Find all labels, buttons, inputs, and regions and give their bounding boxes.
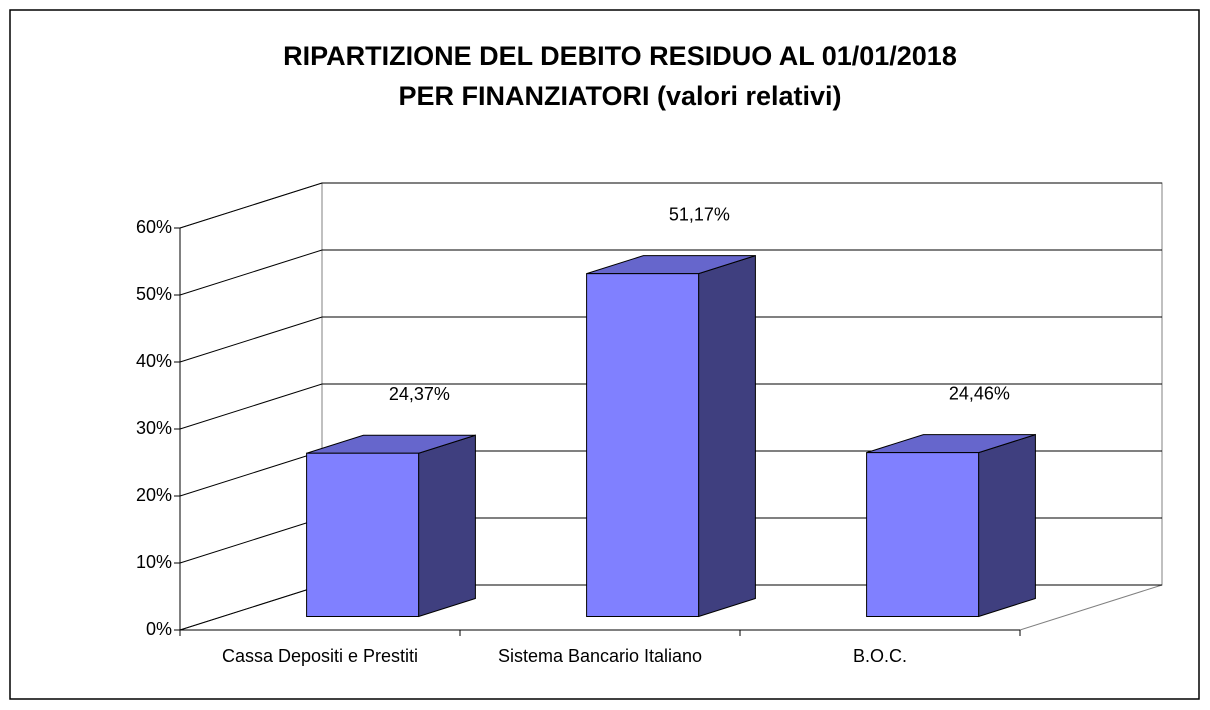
y-tick-label: 10% (136, 552, 172, 572)
value-label: 51,17% (669, 204, 730, 224)
y-tick-label: 50% (136, 284, 172, 304)
x-tick-label: B.O.C. (853, 646, 907, 666)
bar (866, 452, 980, 618)
value-label: 24,46% (949, 383, 1010, 403)
grid-line (179, 182, 1162, 229)
grid-line (179, 316, 1162, 363)
chart-title: PER FINANZIATORI (valori relativi) (398, 81, 841, 111)
grid-line (179, 383, 1162, 430)
value-label: 24,37% (389, 384, 450, 404)
bar-side (698, 254, 756, 618)
y-tick-label: 20% (136, 485, 172, 505)
y-tick-label: 30% (136, 418, 172, 438)
x-tick-label: Cassa Depositi e Prestiti (222, 646, 418, 666)
y-tick-label: 0% (146, 619, 172, 639)
y-tick-label: 60% (136, 217, 172, 237)
y-tick-label: 40% (136, 351, 172, 371)
grid-line (179, 249, 1162, 296)
bar (586, 273, 700, 617)
bar-side (978, 433, 1036, 618)
bar (306, 452, 420, 618)
bar-side (418, 434, 476, 618)
x-tick-label: Sistema Bancario Italiano (498, 646, 702, 666)
chart-title: RIPARTIZIONE DEL DEBITO RESIDUO AL 01/01… (283, 41, 957, 71)
